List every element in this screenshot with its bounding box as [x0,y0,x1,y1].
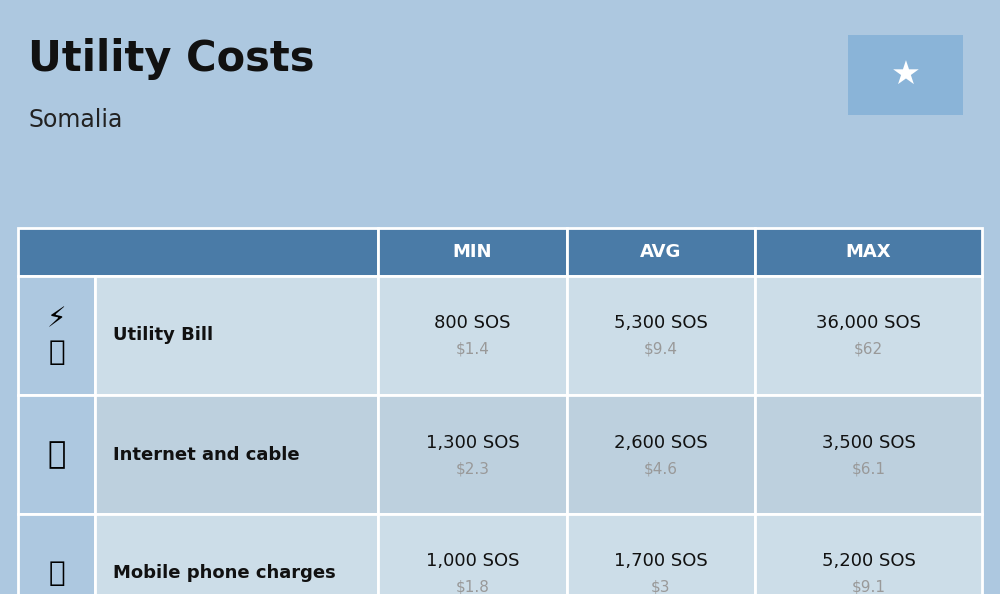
Text: $62: $62 [854,342,883,357]
Bar [567,228,755,276]
Text: $1.4: $1.4 [456,342,489,357]
Bar [18,228,378,276]
Bar [95,514,378,594]
Bar [95,395,378,514]
Text: $2.3: $2.3 [456,461,490,476]
Text: Utility Bill: Utility Bill [113,327,213,345]
Bar [18,276,95,395]
Bar [378,395,567,514]
Text: 1,000 SOS: 1,000 SOS [426,552,519,570]
Text: 3,500 SOS: 3,500 SOS [822,434,915,451]
Bar [18,514,95,594]
Text: Internet and cable: Internet and cable [113,446,300,463]
Text: 📶: 📶 [47,440,66,469]
Text: $1.8: $1.8 [456,580,489,594]
Text: 5,300 SOS: 5,300 SOS [614,314,708,333]
Bar [567,276,755,395]
Text: MAX: MAX [846,243,891,261]
Bar [848,35,963,115]
Text: 1,700 SOS: 1,700 SOS [614,552,708,570]
Bar [755,228,982,276]
Bar [755,276,982,395]
Text: ★: ★ [891,58,920,91]
Text: AVG: AVG [640,243,682,261]
Bar [567,395,755,514]
Text: ⚡
🔌: ⚡ 🔌 [47,305,66,366]
Text: $3: $3 [651,580,671,594]
Bar [378,228,567,276]
Bar [755,514,982,594]
Text: Utility Costs: Utility Costs [28,38,314,80]
Bar [378,514,567,594]
Text: Mobile phone charges: Mobile phone charges [113,564,336,583]
Bar [755,395,982,514]
Text: MIN: MIN [453,243,492,261]
Text: $9.4: $9.4 [644,342,678,357]
Bar [378,276,567,395]
Text: $4.6: $4.6 [644,461,678,476]
Text: 2,600 SOS: 2,600 SOS [614,434,708,451]
Text: 36,000 SOS: 36,000 SOS [816,314,921,333]
Text: $6.1: $6.1 [852,461,886,476]
Text: $9.1: $9.1 [852,580,886,594]
Text: 📱: 📱 [48,560,65,587]
Text: 800 SOS: 800 SOS [434,314,511,333]
Bar [18,395,95,514]
Bar [567,514,755,594]
Bar [95,276,378,395]
Text: 5,200 SOS: 5,200 SOS [822,552,915,570]
Text: Somalia: Somalia [28,108,122,132]
Text: 1,300 SOS: 1,300 SOS [426,434,519,451]
